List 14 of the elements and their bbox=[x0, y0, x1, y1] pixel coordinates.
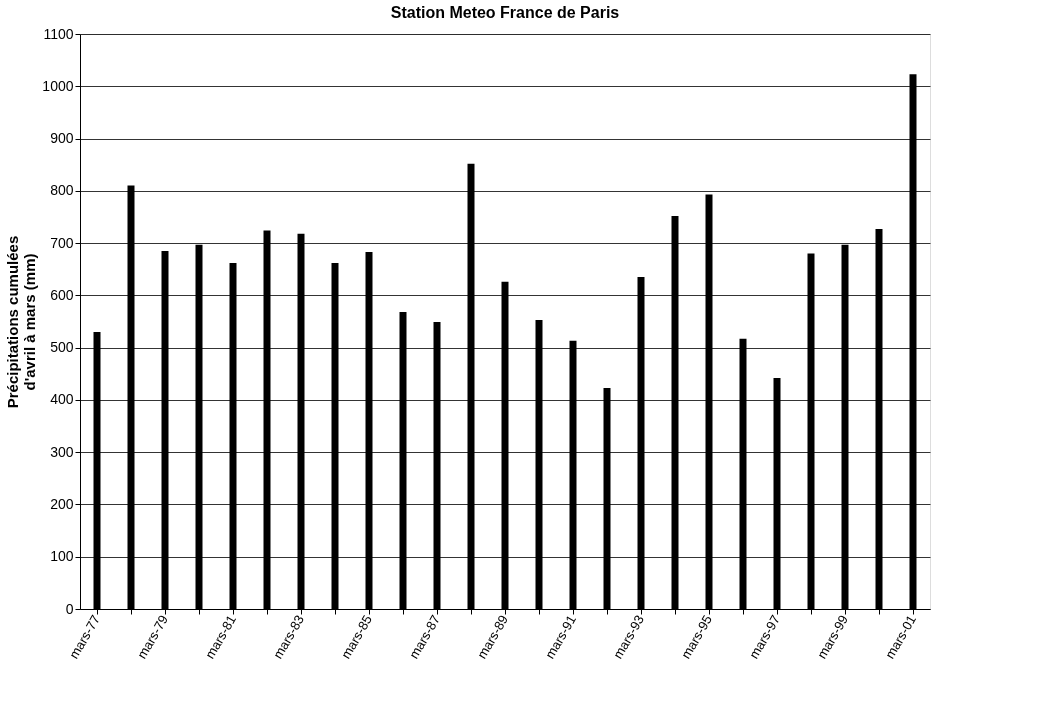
y-tick-label: 500 bbox=[50, 339, 74, 356]
y-tick-label: 0 bbox=[65, 600, 74, 617]
chart-title: Station Meteo France de Paris bbox=[390, 4, 620, 21]
y-axis-title: Précipitations cumulées d'avril à mars (mm) bbox=[4, 235, 39, 409]
y-tick-label: 1100 bbox=[43, 25, 74, 42]
y-tick-label: 800 bbox=[50, 182, 74, 199]
y-tick-label: 300 bbox=[50, 443, 74, 460]
y-tick-label: 400 bbox=[50, 391, 74, 408]
y-tick-label: 100 bbox=[50, 548, 74, 565]
y-tick-label: 900 bbox=[50, 130, 74, 147]
y-tick-label: 700 bbox=[50, 234, 74, 251]
y-tick-label: 200 bbox=[50, 495, 74, 512]
y-tick-label: 1000 bbox=[42, 77, 74, 94]
y-tick-label: 600 bbox=[50, 286, 74, 303]
